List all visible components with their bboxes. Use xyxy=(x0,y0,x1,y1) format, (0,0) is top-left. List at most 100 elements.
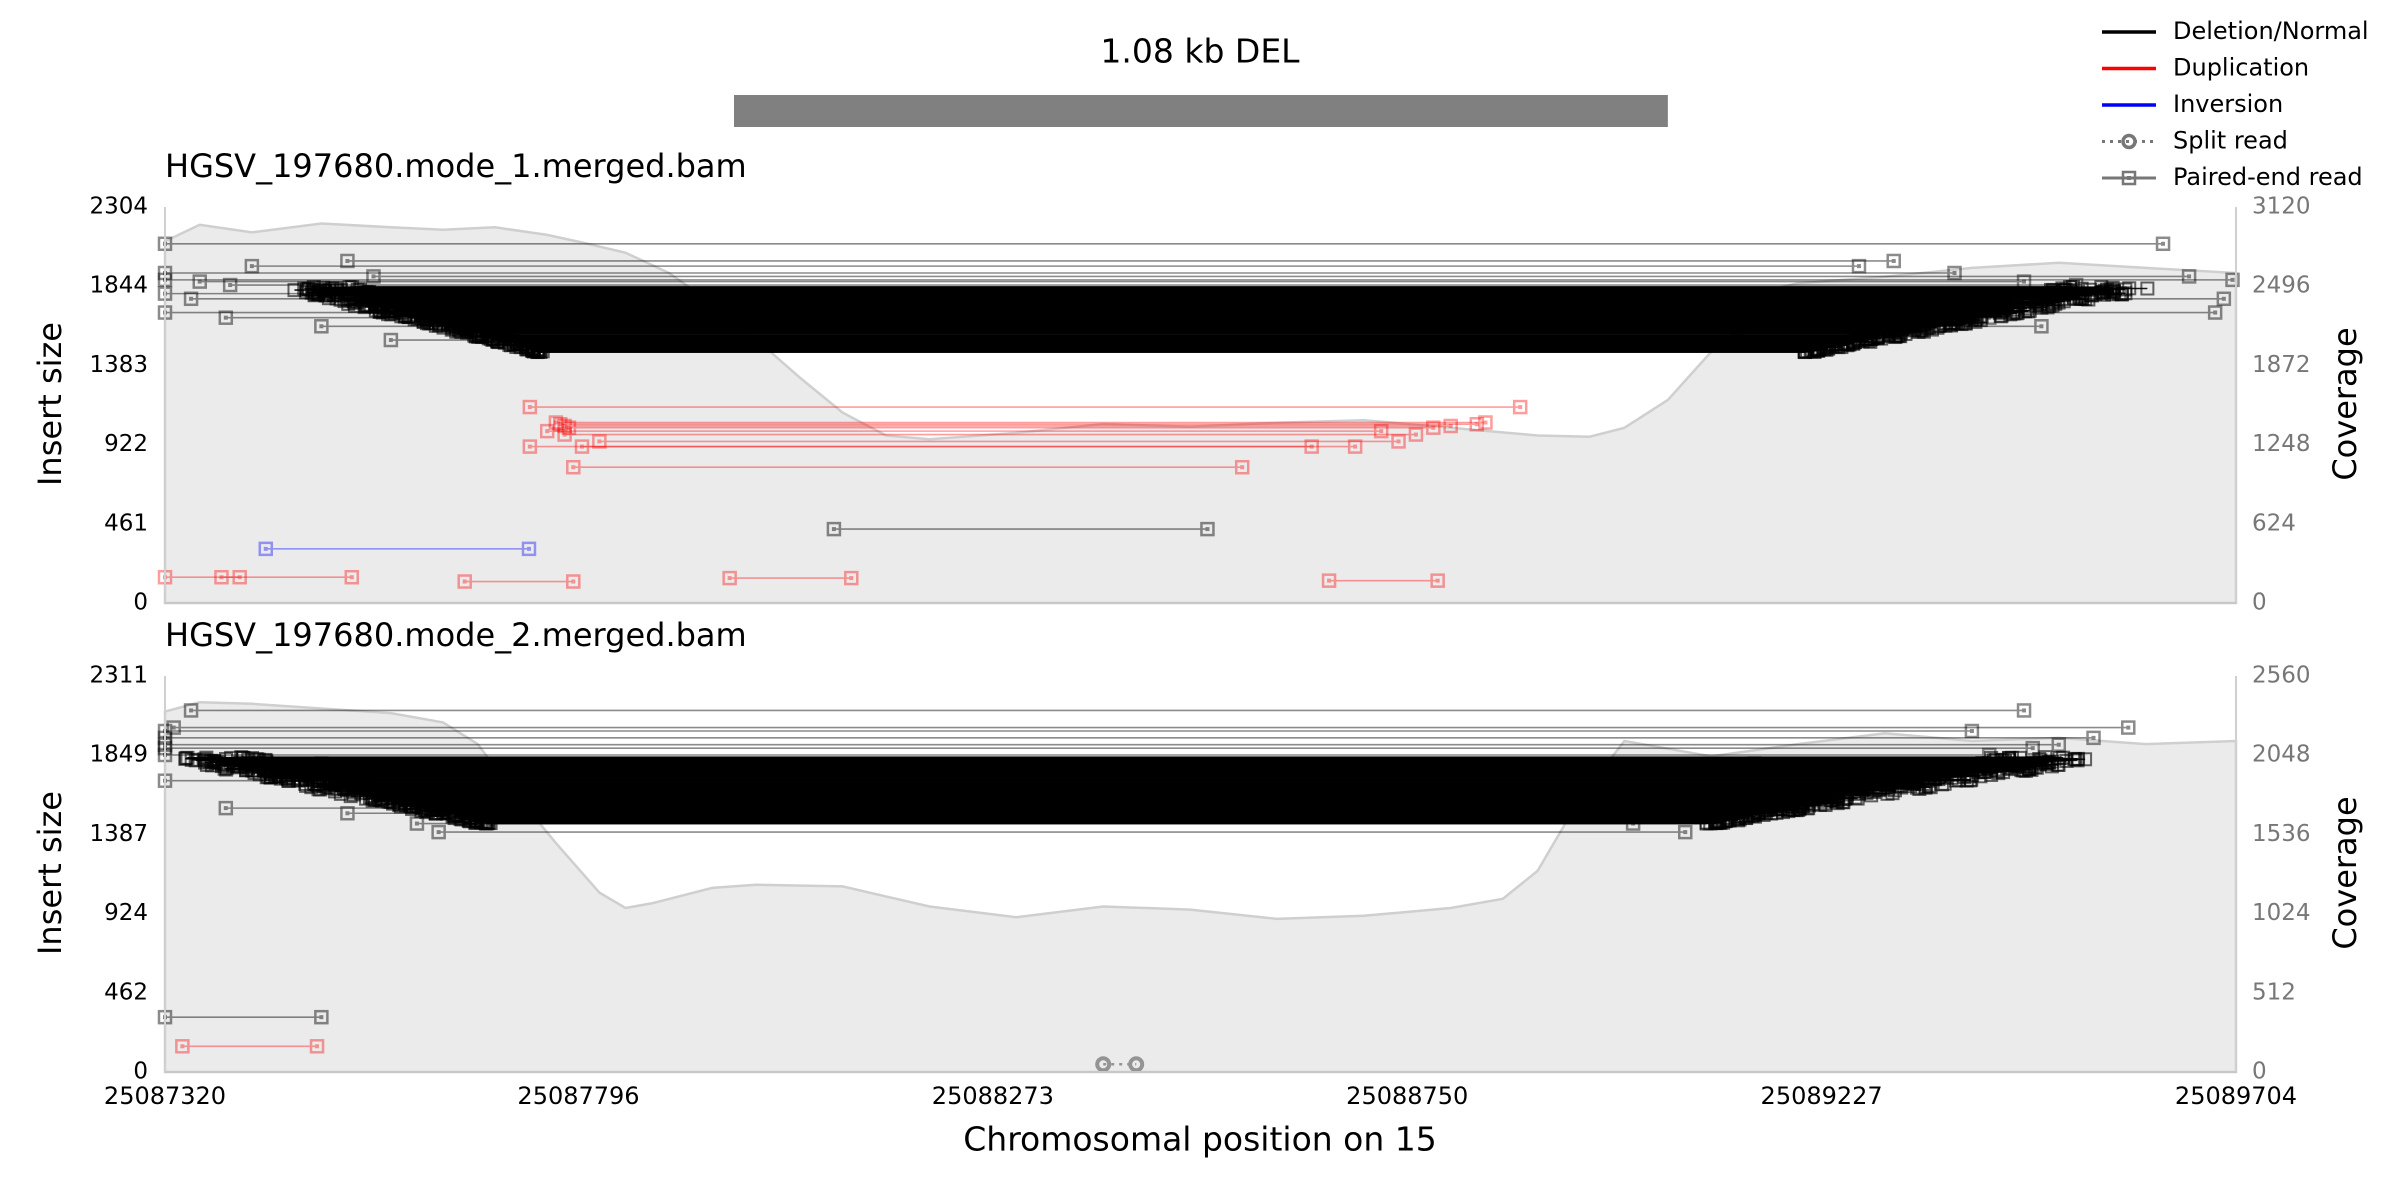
read-marker xyxy=(344,569,360,585)
panel-title: HGSV_197680.mode_1.merged.bam xyxy=(165,147,747,185)
read-marker xyxy=(1974,299,1989,314)
read-marker-center xyxy=(2022,279,2027,284)
read-marker xyxy=(522,399,538,415)
deletion-read xyxy=(366,269,2197,284)
read-marker xyxy=(375,787,390,802)
read-marker xyxy=(548,415,564,430)
split-marker xyxy=(1128,1056,1145,1073)
read-marker xyxy=(455,809,470,824)
duplication-read xyxy=(557,418,1458,434)
read-marker-center xyxy=(223,315,228,320)
read-marker-center xyxy=(1891,258,1896,263)
y-tick-label: 462 xyxy=(104,979,148,1005)
read-marker xyxy=(1963,773,1978,788)
y-tick-label-right: 512 xyxy=(2252,979,2296,1005)
read-marker-center xyxy=(462,579,467,584)
duplication-read xyxy=(553,417,1484,432)
legend-label: Inversion xyxy=(2173,90,2283,118)
read-marker xyxy=(2016,274,2032,289)
deletion-read xyxy=(340,253,1901,269)
read-marker xyxy=(1993,309,2008,324)
read-marker xyxy=(533,344,548,359)
legend-paired-marker-center xyxy=(2127,176,2131,180)
read-marker-center xyxy=(345,811,350,816)
read-marker-center xyxy=(237,575,242,580)
read-marker-center xyxy=(2221,296,2226,301)
read-marker xyxy=(183,291,199,307)
y-tick-label-right: 1024 xyxy=(2252,900,2311,926)
deletion-read xyxy=(244,258,1867,274)
read-marker-center xyxy=(1448,423,1453,428)
read-marker xyxy=(340,806,355,821)
split-marker xyxy=(1095,1056,1112,1073)
y-axis-label-right: Coverage xyxy=(2326,327,2364,480)
read-marker-center xyxy=(345,258,350,263)
read-marker xyxy=(2002,751,2017,766)
duplication-read xyxy=(214,569,247,585)
read-marker xyxy=(561,420,577,435)
y-tick-label-right: 1872 xyxy=(2252,352,2311,378)
read-marker-center xyxy=(2117,291,2122,296)
read-marker xyxy=(592,434,607,449)
read-marker xyxy=(457,574,472,589)
y-tick-label-right: 1536 xyxy=(2252,821,2311,847)
read-marker xyxy=(1321,573,1337,588)
read-marker xyxy=(244,258,260,274)
read-marker xyxy=(2121,720,2136,735)
read-marker xyxy=(409,816,425,831)
read-marker xyxy=(478,816,493,831)
y-tick-label-right: 1248 xyxy=(2252,431,2311,457)
read-marker xyxy=(333,292,348,307)
read-marker xyxy=(1827,787,1842,802)
read-marker-center xyxy=(558,422,563,427)
deletion-read xyxy=(431,824,1693,840)
read-marker xyxy=(2181,269,2197,284)
legend-entry: Inversion xyxy=(2102,90,2283,118)
read-marker xyxy=(2006,292,2021,307)
duplication-read xyxy=(175,1039,325,1054)
legend-split-marker xyxy=(2121,133,2137,150)
read-marker xyxy=(2225,272,2240,288)
read-marker xyxy=(557,427,572,442)
read-marker-center xyxy=(1474,422,1479,427)
read-marker xyxy=(271,762,286,777)
y-tick-label: 461 xyxy=(104,510,148,536)
read-marker xyxy=(1893,325,1908,340)
deletion-read xyxy=(218,800,1815,816)
read-marker xyxy=(2051,737,2067,752)
y-tick-label: 922 xyxy=(104,431,148,457)
read-marker xyxy=(1889,329,1904,344)
split-read xyxy=(1095,1056,1145,1073)
y-tick-label-right: 2496 xyxy=(2252,273,2311,299)
legend-label: Paired-end read xyxy=(2173,163,2363,191)
read-marker-center xyxy=(566,425,571,430)
read-marker-center xyxy=(349,575,354,580)
read-marker-center xyxy=(1987,752,1992,757)
read-marker xyxy=(175,1039,190,1054)
read-marker xyxy=(373,786,388,801)
read-marker-center xyxy=(2091,735,2096,740)
read-marker xyxy=(340,783,355,798)
read-marker xyxy=(2207,305,2223,320)
read-marker xyxy=(2005,762,2020,777)
read-marker-center xyxy=(228,283,233,288)
read-marker xyxy=(1408,427,1424,442)
read-marker xyxy=(1886,253,1901,269)
read-marker-center xyxy=(1353,444,1358,449)
read-marker xyxy=(258,541,274,557)
read-marker-center xyxy=(249,264,254,269)
read-marker-center xyxy=(527,444,532,449)
read-marker xyxy=(287,283,302,298)
read-marker xyxy=(1730,806,1745,821)
read-marker xyxy=(306,280,321,295)
read-marker xyxy=(1947,265,1962,281)
duplication-read xyxy=(561,420,1441,435)
read-marker xyxy=(183,703,199,718)
deletion-read xyxy=(222,277,2084,293)
duplication-read xyxy=(457,574,581,589)
deletion-read xyxy=(826,521,1215,537)
y-tick-label: 1849 xyxy=(89,742,148,768)
sv-region-bar xyxy=(734,95,1668,127)
read-marker-center xyxy=(1379,429,1384,434)
read-marker-center xyxy=(1205,527,1210,532)
